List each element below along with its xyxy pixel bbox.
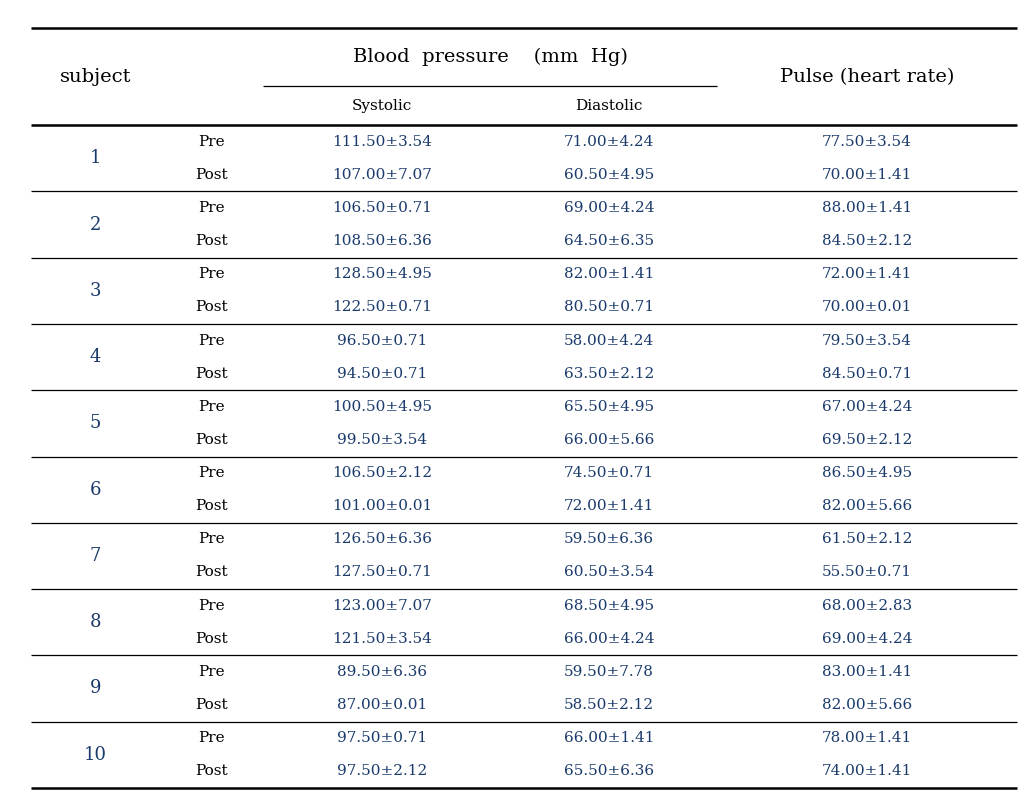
Text: 60.50±3.54: 60.50±3.54 [563, 566, 654, 579]
Text: 101.00±0.01: 101.00±0.01 [331, 499, 432, 513]
Text: 5: 5 [90, 415, 101, 432]
Text: 77.50±3.54: 77.50±3.54 [821, 135, 912, 149]
Text: 65.50±4.95: 65.50±4.95 [563, 400, 654, 414]
Text: 97.50±2.12: 97.50±2.12 [336, 764, 427, 778]
Text: Pre: Pre [198, 135, 225, 149]
Text: 108.50±6.36: 108.50±6.36 [332, 234, 431, 248]
Text: Post: Post [195, 301, 228, 314]
Text: Pre: Pre [198, 466, 225, 480]
Text: 58.00±4.24: 58.00±4.24 [563, 334, 654, 347]
Text: 106.50±0.71: 106.50±0.71 [332, 201, 431, 215]
Text: 82.00±5.66: 82.00±5.66 [821, 698, 912, 712]
Text: Post: Post [195, 433, 228, 447]
Text: 79.50±3.54: 79.50±3.54 [821, 334, 912, 347]
Text: 128.50±4.95: 128.50±4.95 [332, 267, 431, 281]
Text: Post: Post [195, 234, 228, 248]
Text: 99.50±3.54: 99.50±3.54 [336, 433, 427, 447]
Text: 7: 7 [90, 547, 101, 565]
Text: Pre: Pre [198, 731, 225, 745]
Text: 71.00±4.24: 71.00±4.24 [563, 135, 654, 149]
Text: 63.50±2.12: 63.50±2.12 [563, 367, 654, 381]
Text: subject: subject [60, 68, 131, 86]
Text: 94.50±0.71: 94.50±0.71 [336, 367, 427, 381]
Text: 68.00±2.83: 68.00±2.83 [821, 599, 912, 612]
Text: 127.50±0.71: 127.50±0.71 [332, 566, 431, 579]
Text: 58.50±2.12: 58.50±2.12 [563, 698, 654, 712]
Text: Pre: Pre [198, 400, 225, 414]
Text: 9: 9 [90, 680, 101, 697]
Text: Post: Post [195, 566, 228, 579]
Text: 107.00±7.07: 107.00±7.07 [332, 168, 431, 182]
Text: 60.50±4.95: 60.50±4.95 [563, 168, 654, 182]
Text: Pre: Pre [198, 267, 225, 281]
Text: 66.00±5.66: 66.00±5.66 [563, 433, 654, 447]
Text: 97.50±0.71: 97.50±0.71 [336, 731, 427, 745]
Text: 72.00±1.41: 72.00±1.41 [563, 499, 654, 513]
Text: 1: 1 [90, 149, 101, 167]
Text: 89.50±6.36: 89.50±6.36 [336, 665, 427, 679]
Text: Systolic: Systolic [352, 99, 412, 113]
Text: Diastolic: Diastolic [575, 99, 643, 113]
Text: 86.50±4.95: 86.50±4.95 [821, 466, 912, 480]
Text: 70.00±0.01: 70.00±0.01 [821, 301, 912, 314]
Text: Pre: Pre [198, 532, 225, 546]
Text: 59.50±6.36: 59.50±6.36 [563, 532, 654, 546]
Text: 82.00±5.66: 82.00±5.66 [821, 499, 912, 513]
Text: 111.50±3.54: 111.50±3.54 [332, 135, 431, 149]
Text: 6: 6 [90, 481, 101, 499]
Text: 84.50±2.12: 84.50±2.12 [821, 234, 912, 248]
Text: 87.00±0.01: 87.00±0.01 [336, 698, 427, 712]
Text: Post: Post [195, 168, 228, 182]
Text: 68.50±4.95: 68.50±4.95 [563, 599, 654, 612]
Text: Post: Post [195, 499, 228, 513]
Text: 3: 3 [90, 282, 101, 300]
Text: 126.50±6.36: 126.50±6.36 [332, 532, 431, 546]
Text: 78.00±1.41: 78.00±1.41 [821, 731, 912, 745]
Text: Post: Post [195, 698, 228, 712]
Text: 64.50±6.35: 64.50±6.35 [563, 234, 654, 248]
Text: 69.00±4.24: 69.00±4.24 [821, 632, 912, 646]
Text: Pre: Pre [198, 334, 225, 347]
Text: 66.00±4.24: 66.00±4.24 [563, 632, 654, 646]
Text: 67.00±4.24: 67.00±4.24 [821, 400, 912, 414]
Text: 96.50±0.71: 96.50±0.71 [336, 334, 427, 347]
Text: Pulse (heart rate): Pulse (heart rate) [780, 68, 954, 86]
Text: 123.00±7.07: 123.00±7.07 [332, 599, 431, 612]
Text: Pre: Pre [198, 665, 225, 679]
Text: 80.50±0.71: 80.50±0.71 [563, 301, 654, 314]
Text: 100.50±4.95: 100.50±4.95 [332, 400, 431, 414]
Text: 82.00±1.41: 82.00±1.41 [563, 267, 654, 281]
Text: Pre: Pre [198, 599, 225, 612]
Text: 74.50±0.71: 74.50±0.71 [563, 466, 654, 480]
Text: Post: Post [195, 632, 228, 646]
Text: Blood  pressure    (mm  Hg): Blood pressure (mm Hg) [353, 48, 627, 66]
Text: Post: Post [195, 367, 228, 381]
Text: 69.00±4.24: 69.00±4.24 [563, 201, 654, 215]
Text: 59.50±7.78: 59.50±7.78 [563, 665, 654, 679]
Text: 84.50±0.71: 84.50±0.71 [821, 367, 912, 381]
Text: 83.00±1.41: 83.00±1.41 [821, 665, 912, 679]
Text: 69.50±2.12: 69.50±2.12 [821, 433, 912, 447]
Text: 2: 2 [90, 216, 101, 234]
Text: 66.00±1.41: 66.00±1.41 [563, 731, 654, 745]
Text: 74.00±1.41: 74.00±1.41 [821, 764, 912, 778]
Text: 88.00±1.41: 88.00±1.41 [821, 201, 912, 215]
Text: Pre: Pre [198, 201, 225, 215]
Text: 122.50±0.71: 122.50±0.71 [332, 301, 431, 314]
Text: 4: 4 [90, 348, 101, 366]
Text: 106.50±2.12: 106.50±2.12 [331, 466, 432, 480]
Text: Post: Post [195, 764, 228, 778]
Text: 8: 8 [90, 613, 101, 631]
Text: 70.00±1.41: 70.00±1.41 [821, 168, 912, 182]
Text: 55.50±0.71: 55.50±0.71 [821, 566, 912, 579]
Text: 72.00±1.41: 72.00±1.41 [821, 267, 912, 281]
Text: 65.50±6.36: 65.50±6.36 [563, 764, 654, 778]
Text: 121.50±3.54: 121.50±3.54 [332, 632, 431, 646]
Text: 10: 10 [84, 746, 107, 764]
Text: 61.50±2.12: 61.50±2.12 [821, 532, 912, 546]
